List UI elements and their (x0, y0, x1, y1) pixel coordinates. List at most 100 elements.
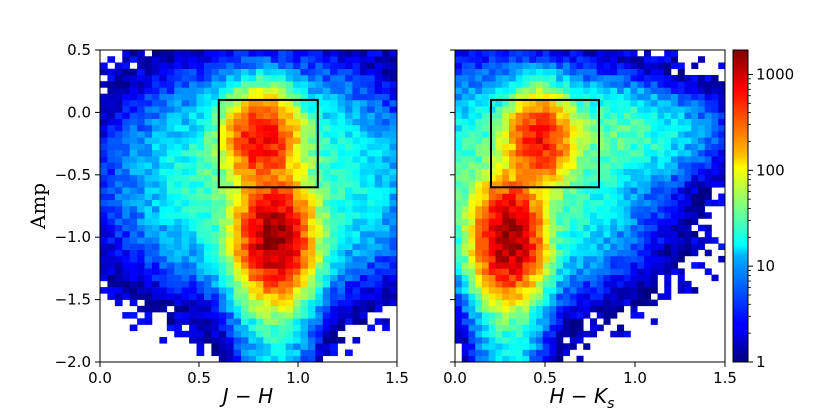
heatmap-cell (515, 162, 523, 169)
heatmap-cell (352, 168, 361, 176)
heatmap-cell (644, 181, 652, 188)
heatmap-cell (100, 81, 108, 88)
heatmap-cell (233, 81, 242, 88)
heatmap-cell (630, 81, 638, 88)
heatmap-cell (563, 287, 571, 294)
heatmap-cell (536, 74, 544, 82)
heatmap-cell (522, 131, 530, 138)
heatmap-cell (623, 330, 631, 338)
heatmap-cell (495, 99, 503, 107)
heatmap-cell (293, 168, 301, 176)
heatmap-cell (623, 168, 631, 176)
heatmap-cell (515, 193, 523, 201)
heatmap-cell (522, 93, 530, 101)
heatmap-cell (576, 299, 584, 307)
heatmap-cell (522, 199, 530, 207)
heatmap-cell (691, 206, 699, 213)
heatmap-cell (637, 99, 645, 107)
heatmap-cell (285, 318, 294, 325)
heatmap-cell (623, 268, 631, 275)
heatmap-cell (345, 118, 353, 126)
heatmap-cell (556, 230, 564, 238)
heatmap-cell (522, 230, 530, 238)
heatmap-cell (515, 312, 523, 319)
heatmap-cell (455, 112, 463, 119)
heatmap-cell (461, 287, 469, 294)
heatmap-cell (576, 181, 584, 188)
heatmap-cell (107, 81, 116, 88)
heatmap-cell (330, 112, 338, 119)
heatmap-cell (285, 243, 294, 250)
heatmap-cell (307, 318, 316, 325)
heatmap-cell (285, 224, 294, 232)
heatmap-cell (536, 305, 544, 313)
heatmap-cell (114, 131, 123, 138)
heatmap-cell (100, 168, 108, 176)
heatmap-cell (218, 118, 227, 126)
left-selection-box (217, 98, 319, 189)
heatmap-cell (218, 62, 227, 70)
heatmap-cell (137, 224, 145, 232)
heatmap-cell (671, 93, 679, 101)
heatmap-cell (211, 149, 220, 157)
heatmap-cell (664, 68, 672, 76)
heatmap-cell (623, 149, 631, 157)
heatmap-cell (159, 137, 168, 144)
heatmap-cell (461, 249, 469, 257)
heatmap-cell (542, 168, 550, 176)
heatmap-cell (285, 293, 294, 300)
heatmap-cell (522, 156, 530, 163)
heatmap-cell (455, 181, 463, 188)
heatmap-cell (590, 87, 598, 94)
heatmap-cell (502, 249, 510, 257)
heatmap-cell (300, 206, 309, 213)
heatmap-cell (563, 280, 571, 288)
heatmap-cell (100, 255, 108, 263)
heatmap-cell (293, 56, 301, 63)
heatmap-cell (226, 218, 234, 226)
heatmap-cell (718, 181, 726, 188)
heatmap-cell (522, 99, 530, 107)
heatmap-cell (529, 355, 537, 363)
heatmap-cell (684, 131, 692, 138)
heatmap-cell (671, 99, 679, 107)
heatmap-cell (203, 262, 212, 269)
heatmap-cell (151, 206, 160, 213)
heatmap-cell (583, 193, 591, 201)
heatmap-cell (610, 299, 618, 307)
heatmap-cell (337, 243, 346, 250)
heatmap-cell (603, 99, 611, 107)
heatmap-cell (482, 50, 490, 57)
heatmap-cell (285, 106, 294, 113)
heatmap-cell (718, 124, 726, 132)
heatmap-cell (549, 355, 557, 363)
heatmap-cell (603, 312, 611, 319)
heatmap-cell (233, 181, 242, 188)
heatmap-cell (307, 124, 316, 132)
heatmap-cell (590, 118, 598, 126)
heatmap-cell (529, 343, 537, 350)
heatmap-cell (122, 255, 130, 263)
heatmap-cell (233, 137, 242, 144)
heatmap-cell (144, 255, 153, 263)
heatmap-cell (278, 212, 286, 219)
heatmap-cell (556, 255, 564, 263)
heatmap-cell (603, 199, 611, 207)
heatmap-cell (151, 143, 160, 151)
heatmap-cell (107, 93, 116, 101)
heatmap-cell (248, 181, 257, 188)
heatmap-cell (671, 87, 679, 94)
heatmap-cell (114, 162, 123, 169)
heatmap-cell (300, 312, 309, 319)
heatmap-cell (196, 249, 205, 257)
heatmap-cell (233, 50, 242, 57)
heatmap-cell (174, 255, 182, 263)
heatmap-cell (144, 93, 153, 101)
heatmap-cell (270, 324, 279, 332)
heatmap-cell (536, 280, 544, 288)
heatmap-cell (233, 112, 242, 119)
heatmap-cell (218, 124, 227, 132)
heatmap-cell (278, 218, 286, 226)
heatmap-cell (285, 187, 294, 194)
heatmap-cell (644, 112, 652, 119)
